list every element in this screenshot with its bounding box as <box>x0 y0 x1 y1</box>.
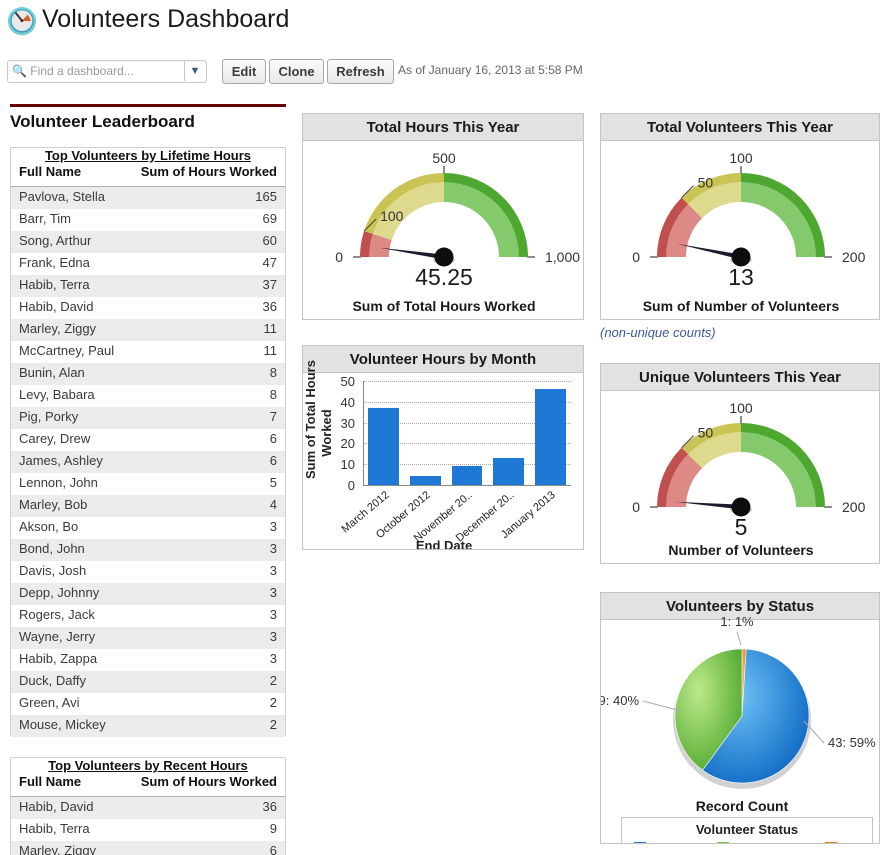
svg-text:50: 50 <box>698 175 714 191</box>
svg-text:50: 50 <box>698 425 714 441</box>
svg-text:0: 0 <box>632 249 640 265</box>
svg-text:100: 100 <box>380 208 404 224</box>
svg-text:100: 100 <box>729 150 753 166</box>
svg-text:500: 500 <box>432 150 456 166</box>
svg-text:100: 100 <box>729 400 753 416</box>
svg-text:200: 200 <box>842 249 866 265</box>
svg-text:200: 200 <box>842 499 866 515</box>
svg-text:1,000: 1,000 <box>545 249 580 265</box>
svg-text:0: 0 <box>335 249 343 265</box>
svg-text:0: 0 <box>632 499 640 515</box>
